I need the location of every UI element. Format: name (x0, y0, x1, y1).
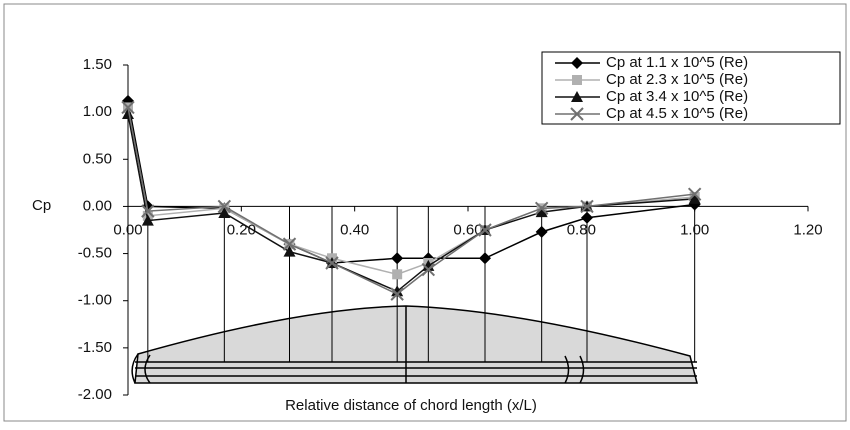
x-tick-label: 0.40 (340, 221, 369, 238)
y-tick-label: 1.50 (83, 56, 112, 73)
x-tick-label: 1.20 (793, 221, 822, 238)
legend-label: Cp at 3.4 x 10^5 (Re) (606, 88, 748, 105)
x-tick-label: 0.60 (453, 221, 482, 238)
y-tick-label: -1.50 (78, 339, 112, 356)
legend-label: Cp at 1.1 x 10^5 (Re) (606, 54, 748, 71)
legend-label: Cp at 4.5 x 10^5 (Re) (606, 105, 748, 122)
y-axis-label: Cp (32, 197, 51, 214)
chart: Cp Relative distance of chord length (x/… (0, 0, 850, 425)
x-tick-label: 1.00 (680, 221, 709, 238)
x-axis-label: Relative distance of chord length (x/L) (285, 397, 537, 414)
legend-label: Cp at 2.3 x 10^5 (Re) (606, 71, 748, 88)
marker (392, 269, 402, 279)
y-tick-label: 0.50 (83, 150, 112, 167)
x-tick-label: 0.00 (113, 221, 142, 238)
legend-marker (572, 75, 582, 85)
y-tick-label: -1.00 (78, 292, 112, 309)
x-tick-label: 0.80 (567, 221, 596, 238)
y-tick-label: -0.50 (78, 245, 112, 262)
y-tick-label: -2.00 (78, 386, 112, 403)
y-tick-label: 0.00 (83, 197, 112, 214)
y-tick-label: 1.00 (83, 103, 112, 120)
